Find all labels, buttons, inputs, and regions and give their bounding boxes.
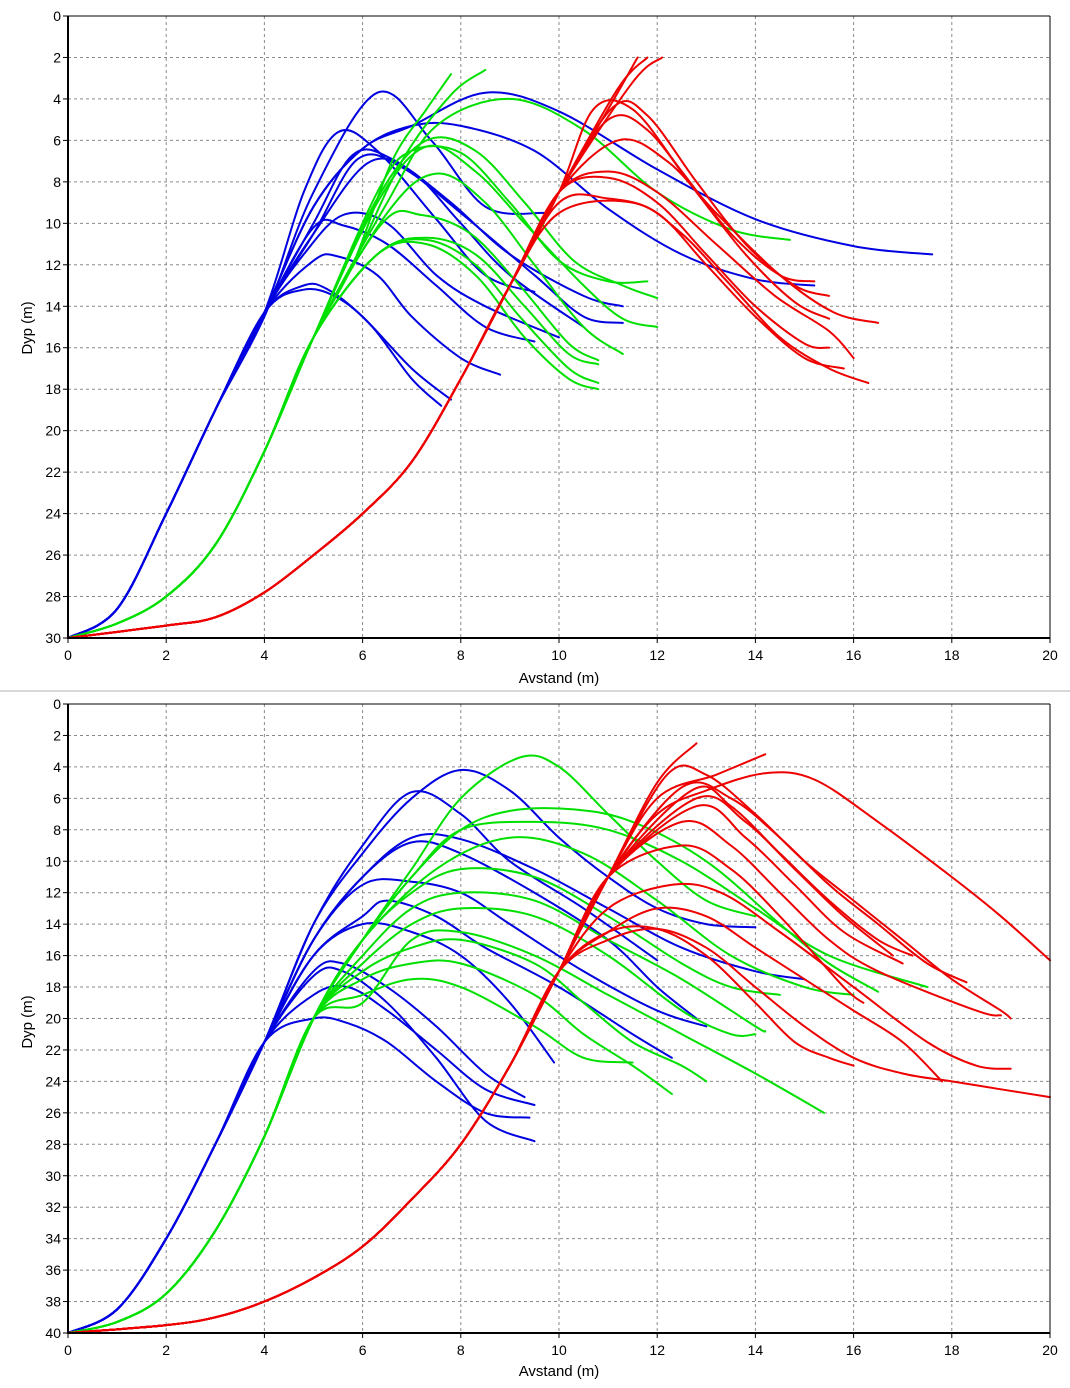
chart-top-y-tick-label: 22: [45, 464, 61, 480]
chart-bottom-y-tick-label: 40: [45, 1325, 61, 1341]
chart-top-y-tick-label: 18: [45, 381, 61, 397]
chart-bottom-y-tick-label: 26: [45, 1105, 61, 1121]
chart-bottom-y-tick-label: 18: [45, 979, 61, 995]
chart-top-xlabel: Avstand (m): [519, 670, 600, 687]
chart-top-y-tick-label: 26: [45, 547, 61, 563]
chart-bottom-series-group: [67, 742, 1051, 1334]
chart-top-x-tick-label: 0: [64, 647, 72, 663]
chart-bottom-y-tick-label: 30: [45, 1168, 61, 1184]
chart-bottom-y-tick-label: 6: [53, 790, 61, 806]
chart-bottom-y-tick-label: 10: [45, 853, 61, 869]
chart-top-y-tick-label: 12: [45, 257, 61, 273]
chart-bottom-x-tick-label: 20: [1042, 1342, 1058, 1358]
chart-top-series-line-blue: [67, 288, 443, 639]
chart-top-series-line-green: [67, 240, 600, 639]
chart-bottom-x-tick-label: 14: [748, 1342, 764, 1358]
chart-top-y-tick-label: 8: [53, 174, 61, 190]
chart-top-y-tick-label: 24: [45, 506, 61, 522]
chart-bottom-y-tick-label: 34: [45, 1231, 61, 1247]
chart-bottom-x-tick-label: 10: [551, 1342, 567, 1358]
chart-top-y-tick-label: 14: [45, 298, 61, 314]
chart-top-x-tick-label: 4: [261, 647, 269, 663]
chart-top-ylabel: Dyp (m): [19, 301, 36, 354]
chart-top-y-tick-label: 4: [53, 91, 61, 107]
chart-bottom-grid: [68, 704, 1050, 1333]
chart-bottom-x-tick-label: 4: [261, 1342, 269, 1358]
chart-bottom-series-line-red: [67, 925, 855, 1334]
chart-bottom-y-tick-label: 4: [53, 759, 61, 775]
chart-top-x-tick-label: 8: [457, 647, 465, 663]
chart-top-x-tick-label: 18: [944, 647, 960, 663]
chart-bottom-y-tick-label: 24: [45, 1073, 61, 1089]
chart-top-grid: [68, 16, 1050, 638]
chart-bottom-series-line-blue: [67, 966, 536, 1334]
chart-bottom-y-tick-label: 28: [45, 1136, 61, 1152]
chart-bottom-xlabel: Avstand (m): [519, 1363, 600, 1380]
chart-bottom-y-tick-label: 12: [45, 885, 61, 901]
chart-top-y-tick-label: 20: [45, 423, 61, 439]
chart-top-y-tick-label: 10: [45, 215, 61, 231]
chart-bottom-series-line-green: [67, 929, 826, 1334]
chart-separator: [0, 690, 1070, 692]
chart-bottom-svg: Dyp (m) Avstand (m) 02468101214161820222…: [19, 696, 1058, 1380]
chart-bottom-y-tick-label: 20: [45, 1011, 61, 1027]
chart-bottom-x-tick-label: 8: [457, 1342, 465, 1358]
chart-bottom-y-tick-label: 36: [45, 1262, 61, 1278]
chart-bottom-y-tick-label: 14: [45, 916, 61, 932]
chart-top-y-tick-label: 16: [45, 340, 61, 356]
chart-top: Dyp (m) Avstand (m) 0 2 4 6 8 10 12 14 16 18 20 22 2…: [0, 0, 1070, 690]
chart-bottom-y-tick-label: 16: [45, 948, 61, 964]
chart-bottom-x-tick-label: 2: [162, 1342, 170, 1358]
chart-bottom-y-tick-label: 8: [53, 822, 61, 838]
chart-top-y-tick-label: 30: [45, 630, 61, 646]
chart-top-x-tick-label: 6: [359, 647, 367, 663]
chart-bottom: Dyp (m) Avstand (m) 0 2 4 6 8 10 12 14 16 18 20 22 2…: [0, 692, 1070, 1383]
chart-top-y-tick-label: 2: [53, 49, 61, 65]
chart-bottom-y-tick-label: 2: [53, 727, 61, 743]
chart-top-x-tick-label: 20: [1042, 647, 1058, 663]
chart-top-x-tick-label: 2: [162, 647, 170, 663]
chart-top-x-tick-label: 16: [846, 647, 862, 663]
chart-bottom-x-tick-label: 18: [944, 1342, 960, 1358]
chart-top-x-tick-label: 12: [649, 647, 665, 663]
chart-bottom-x-tick-label: 12: [649, 1342, 665, 1358]
chart-bottom-y-tick-label: 0: [53, 696, 61, 712]
chart-bottom-x-tick-label: 16: [846, 1342, 862, 1358]
chart-bottom-y-tick-label: 22: [45, 1042, 61, 1058]
chart-top-svg: Dyp (m) Avstand (m) 02468101214161820222…: [19, 8, 1058, 687]
chart-bottom-x-tick-label: 6: [359, 1342, 367, 1358]
chart-bottom-x-tick-label: 0: [64, 1342, 72, 1358]
chart-top-y-tick-label: 28: [45, 589, 61, 605]
chart-top-x-tick-label: 10: [551, 647, 567, 663]
chart-top-series-group: [67, 56, 934, 639]
chart-top-x-tick-label: 14: [748, 647, 764, 663]
chart-top-y-tick-label: 6: [53, 132, 61, 148]
chart-bottom-y-tick-label: 38: [45, 1294, 61, 1310]
chart-top-series-line-red: [67, 199, 870, 639]
chart-top-y-tick-label: 0: [53, 8, 61, 24]
chart-bottom-y-tick-label: 32: [45, 1199, 61, 1215]
chart-bottom-ylabel: Dyp (m): [19, 995, 36, 1048]
